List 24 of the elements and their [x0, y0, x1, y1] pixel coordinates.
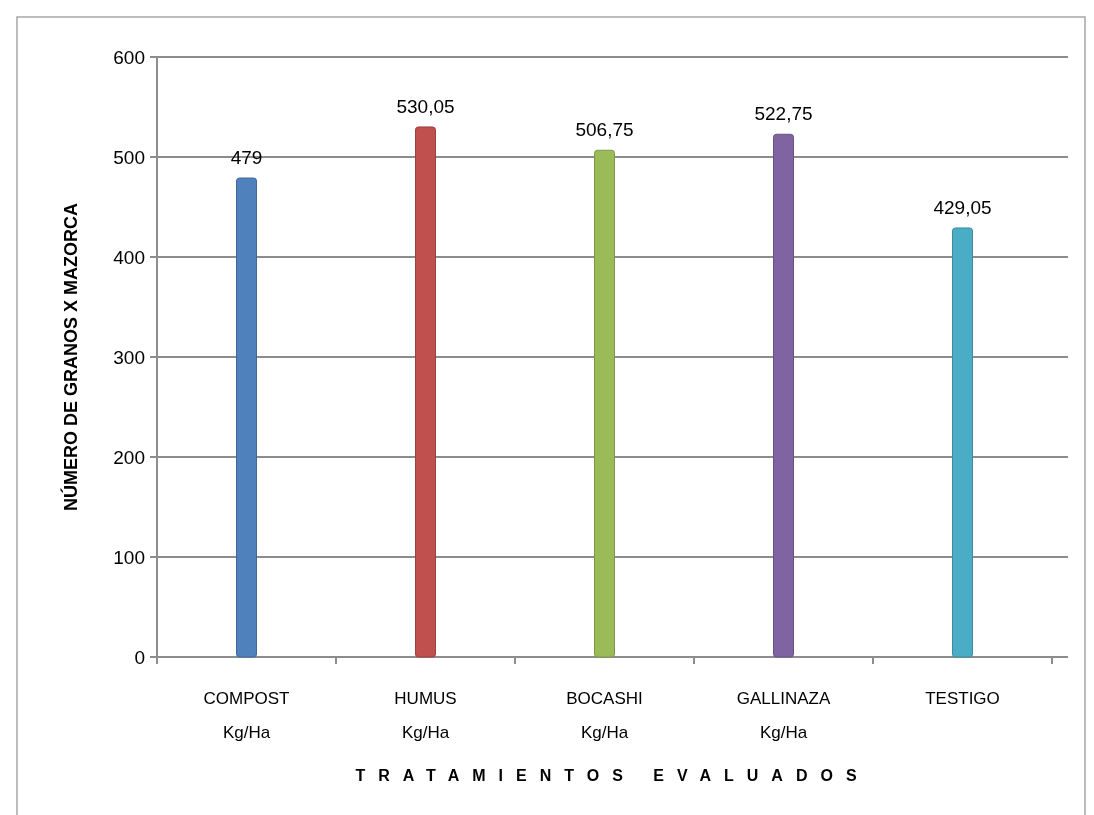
data-label: 522,75	[754, 103, 813, 125]
data-label: 506,75	[575, 119, 634, 141]
bar	[952, 227, 973, 658]
x-tick-label: BOCASHI Kg/Ha	[566, 689, 643, 742]
bar	[594, 149, 615, 658]
x-tick-label: HUMUS Kg/Ha	[394, 689, 457, 742]
x-tick-label: COMPOST Kg/Ha	[203, 689, 290, 742]
y-tick-label: 600	[113, 46, 145, 68]
x-axis-title: TRATAMIENTOS EVALUADOS	[355, 767, 870, 784]
data-label: 479	[230, 147, 263, 168]
y-tick-label: 0	[134, 646, 145, 668]
bar	[773, 133, 794, 658]
y-tick-label: 300	[113, 346, 145, 368]
x-tick-label: TESTIGO	[925, 689, 1000, 708]
y-tick-label: 500	[113, 146, 145, 168]
bar	[236, 177, 257, 658]
y-tick-label: 200	[113, 446, 145, 468]
data-label: 429,05	[933, 196, 992, 218]
data-label: 530,05	[396, 95, 455, 117]
y-tick-label: 100	[113, 546, 145, 568]
bar	[415, 126, 436, 658]
y-tick-label: 400	[113, 246, 145, 268]
x-tick-label: GALLINAZA Kg/Ha	[736, 689, 831, 742]
y-axis-title: NÚMERO DE GRANOS X MAZORCA	[60, 202, 81, 512]
